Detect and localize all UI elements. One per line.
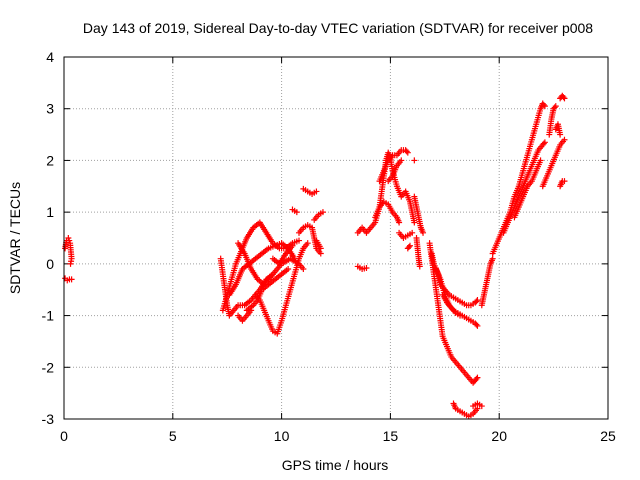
data-point (67, 260, 74, 267)
data-point (561, 136, 568, 143)
y-tick-label: -3 (42, 411, 55, 427)
x-tick-label: 20 (491, 428, 507, 444)
y-tick-label: -2 (42, 359, 55, 375)
data-points (62, 92, 568, 420)
data-point (313, 188, 320, 195)
data-point (489, 255, 496, 262)
data-point (317, 245, 324, 252)
data-point (416, 263, 423, 270)
data-point (540, 101, 547, 108)
x-axis-label: GPS time / hours (282, 457, 389, 473)
data-point (541, 139, 548, 146)
data-point (248, 307, 255, 314)
data-point (540, 140, 547, 147)
data-point (406, 242, 413, 249)
data-point (473, 375, 480, 382)
data-point (411, 219, 418, 226)
data-point (404, 149, 411, 156)
data-point (474, 297, 481, 304)
data-point (398, 157, 405, 164)
data-point (403, 148, 410, 155)
data-point (561, 178, 568, 185)
data-point (317, 250, 324, 257)
data-point (474, 374, 481, 381)
data-point (541, 103, 548, 110)
data-point (296, 237, 303, 244)
y-axis-label: SDTVAR / TECUs (7, 182, 23, 294)
data-point (478, 403, 485, 410)
data-point (551, 104, 558, 111)
y-tick-label: 3 (46, 101, 54, 117)
data-point (319, 209, 326, 216)
y-tick-label: 2 (46, 152, 54, 168)
data-point (561, 95, 568, 102)
data-point (411, 157, 418, 164)
data-point (300, 266, 307, 273)
data-point (396, 219, 403, 226)
data-point (552, 103, 559, 110)
data-point (537, 157, 544, 164)
data-point (473, 298, 480, 305)
y-tick-label: 0 (46, 256, 54, 272)
chart-title: Day 143 of 2019, Sidereal Day-to-day VTE… (83, 20, 593, 36)
data-point (293, 209, 300, 216)
x-tick-label: 15 (383, 428, 399, 444)
x-tick-label: 0 (60, 428, 68, 444)
data-point (285, 266, 292, 273)
data-point (473, 321, 480, 328)
data-point (457, 312, 464, 319)
data-point (304, 240, 311, 247)
data-point (557, 131, 564, 138)
data-point (68, 276, 75, 283)
plot-frame (63, 56, 609, 420)
data-point (560, 94, 567, 101)
data-point (474, 405, 481, 412)
data-point (289, 242, 296, 249)
data-point (474, 322, 481, 329)
data-point (405, 244, 412, 251)
y-tick-label: 4 (46, 49, 54, 65)
data-point (409, 229, 416, 236)
data-point (363, 264, 370, 271)
y-tick-label: -1 (42, 308, 55, 324)
y-tick-label: 1 (46, 204, 54, 220)
x-tick-label: 10 (274, 428, 290, 444)
data-point (420, 229, 427, 236)
x-tick-label: 5 (169, 428, 177, 444)
x-tick-label: 25 (600, 428, 616, 444)
